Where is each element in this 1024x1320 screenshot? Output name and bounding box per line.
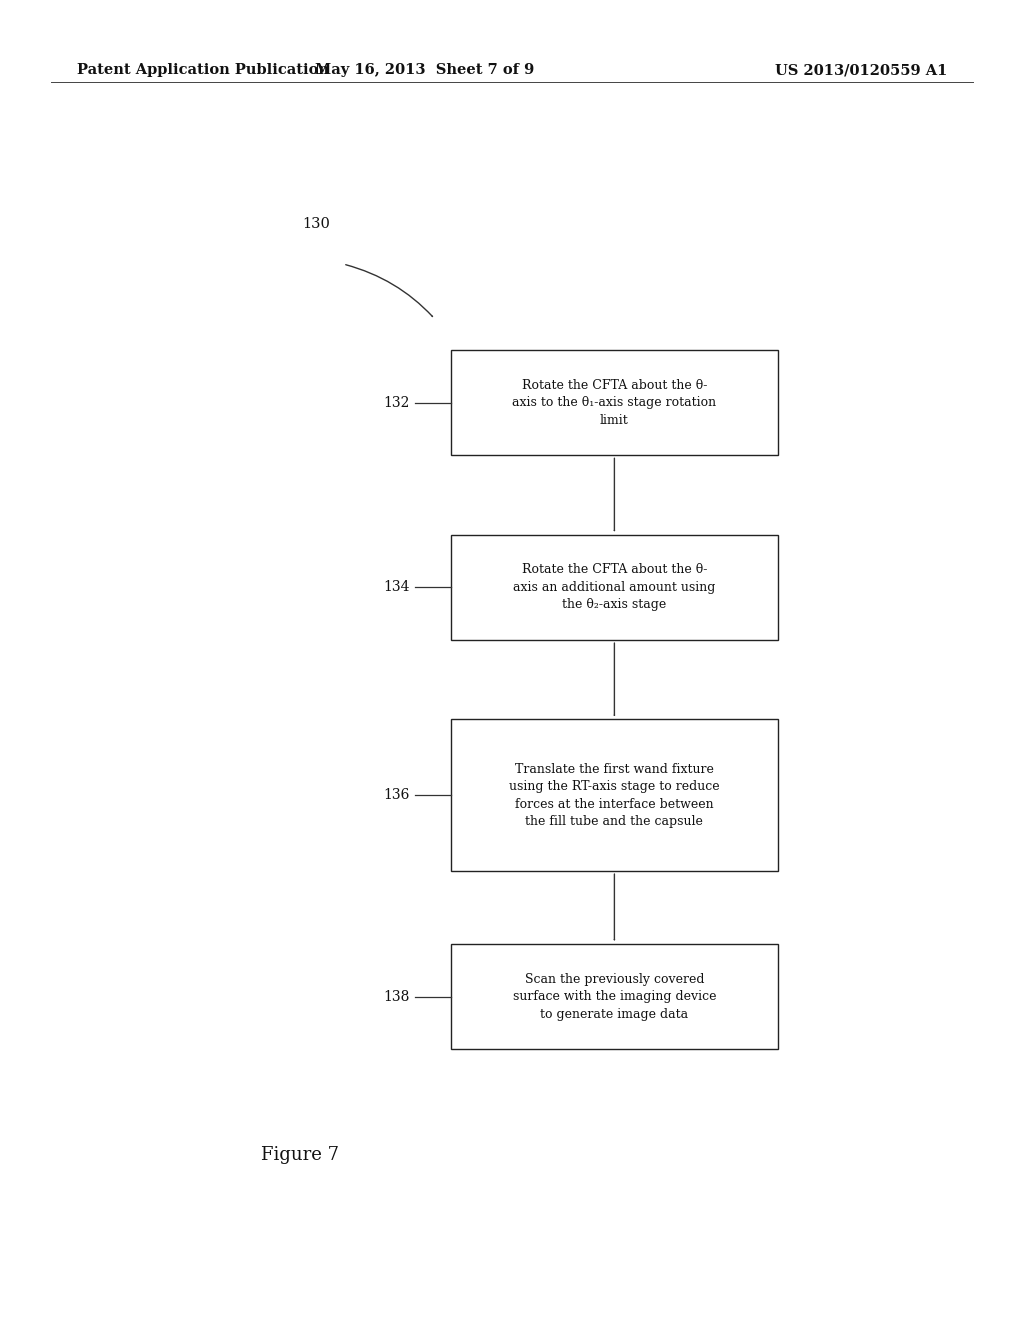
Text: 136: 136 — [383, 788, 410, 803]
Text: 134: 134 — [383, 581, 410, 594]
Bar — [451, 350, 778, 455]
Text: May 16, 2013  Sheet 7 of 9: May 16, 2013 Sheet 7 of 9 — [315, 63, 535, 78]
Text: Translate the first wand fixture
using the RT-axis stage to reduce
forces at the: Translate the first wand fixture using t… — [509, 763, 720, 828]
Text: Rotate the CFTA about the θ-
axis an additional amount using
the θ₂-axis stage: Rotate the CFTA about the θ- axis an add… — [513, 564, 716, 611]
Text: Figure 7: Figure 7 — [261, 1146, 339, 1164]
Text: Scan the previously covered
surface with the imaging device
to generate image da: Scan the previously covered surface with… — [513, 973, 716, 1020]
Text: 138: 138 — [383, 990, 410, 1003]
Text: 130: 130 — [302, 216, 330, 231]
Bar — [451, 719, 778, 871]
Text: Rotate the CFTA about the θ-
axis to the θ₁-axis stage rotation
limit: Rotate the CFTA about the θ- axis to the… — [512, 379, 717, 426]
Bar — [451, 944, 778, 1049]
Text: US 2013/0120559 A1: US 2013/0120559 A1 — [775, 63, 947, 78]
Text: Patent Application Publication: Patent Application Publication — [77, 63, 329, 78]
Text: 132: 132 — [383, 396, 410, 409]
Bar — [451, 535, 778, 640]
